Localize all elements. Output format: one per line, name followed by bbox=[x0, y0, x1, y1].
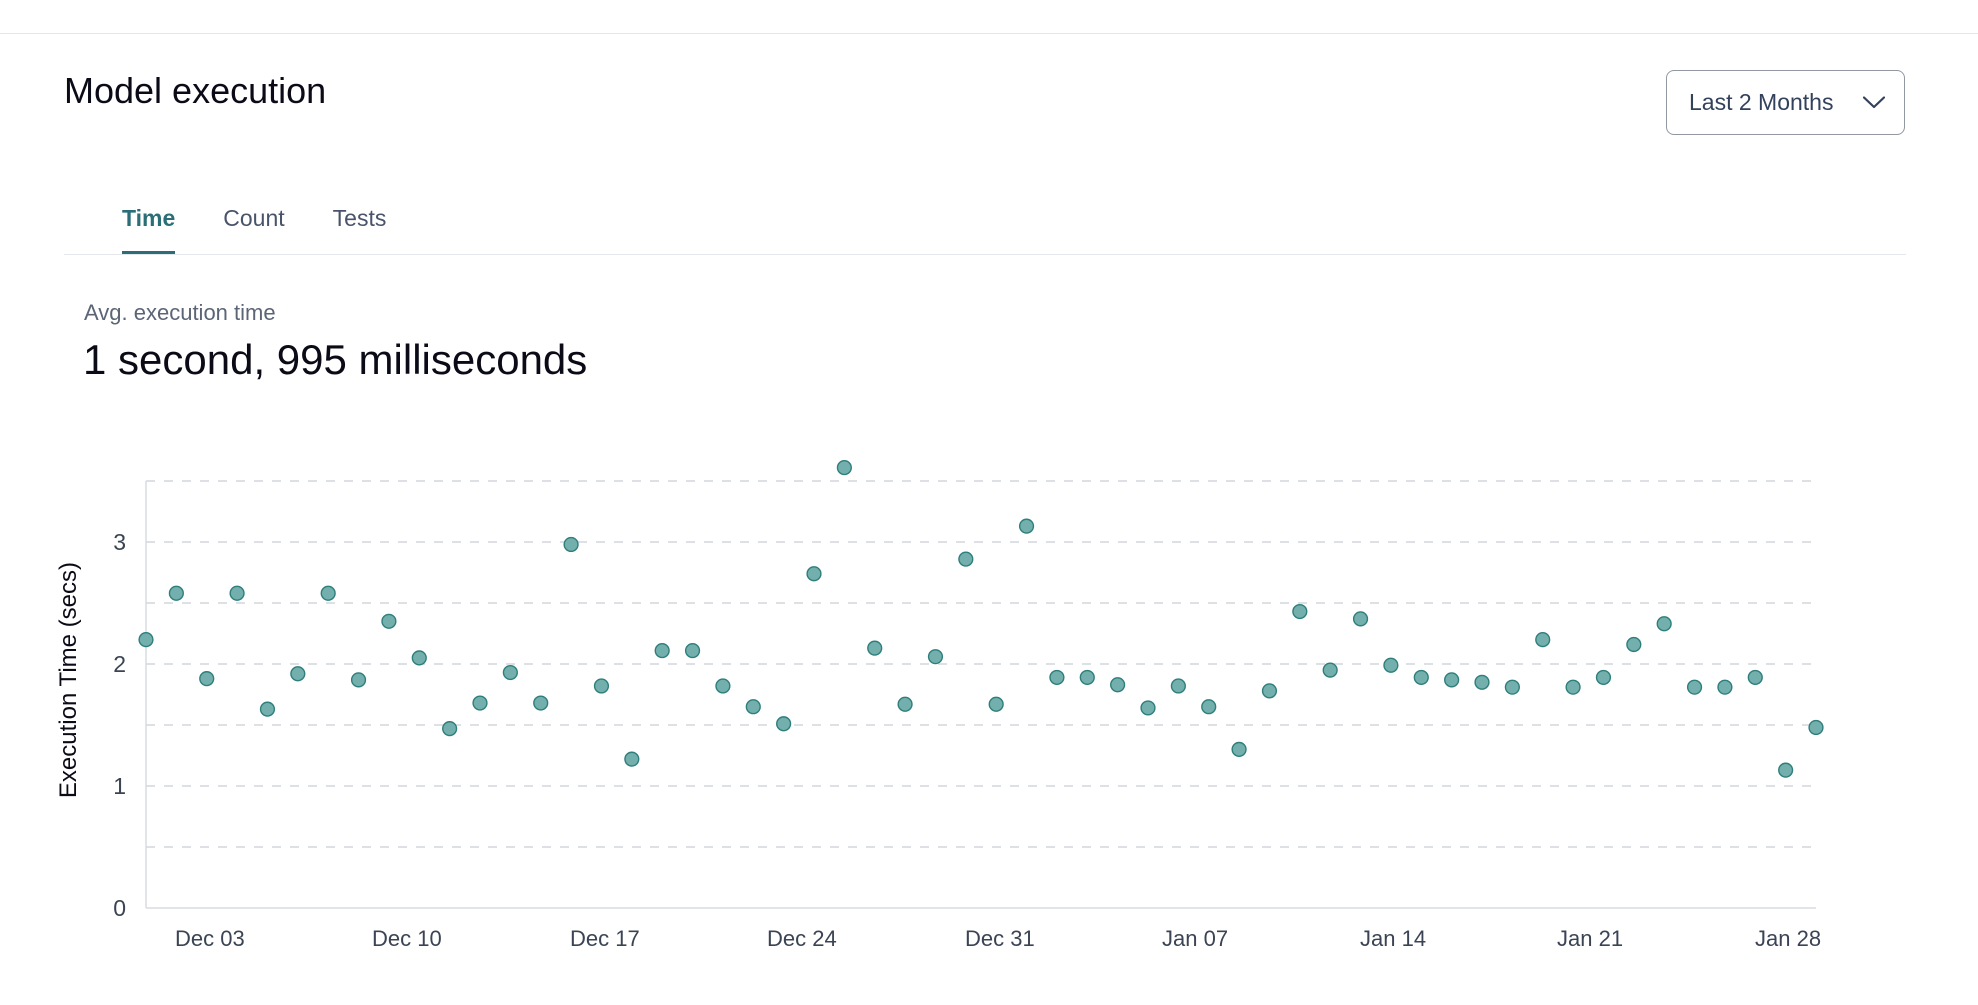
svg-text:Jan 07: Jan 07 bbox=[1162, 926, 1228, 951]
svg-text:Dec 24: Dec 24 bbox=[767, 926, 837, 951]
svg-text:1: 1 bbox=[113, 773, 126, 799]
svg-text:Jan 14: Jan 14 bbox=[1360, 926, 1426, 951]
svg-text:3: 3 bbox=[113, 529, 126, 555]
svg-text:2: 2 bbox=[113, 651, 126, 677]
svg-text:Jan 28: Jan 28 bbox=[1755, 926, 1821, 951]
svg-text:Jan 21: Jan 21 bbox=[1557, 926, 1623, 951]
svg-text:Dec 17: Dec 17 bbox=[570, 926, 640, 951]
svg-text:Dec 10: Dec 10 bbox=[372, 926, 442, 951]
svg-text:0: 0 bbox=[113, 895, 126, 921]
svg-text:Dec 03: Dec 03 bbox=[175, 926, 245, 951]
svg-text:Dec 31: Dec 31 bbox=[965, 926, 1035, 951]
